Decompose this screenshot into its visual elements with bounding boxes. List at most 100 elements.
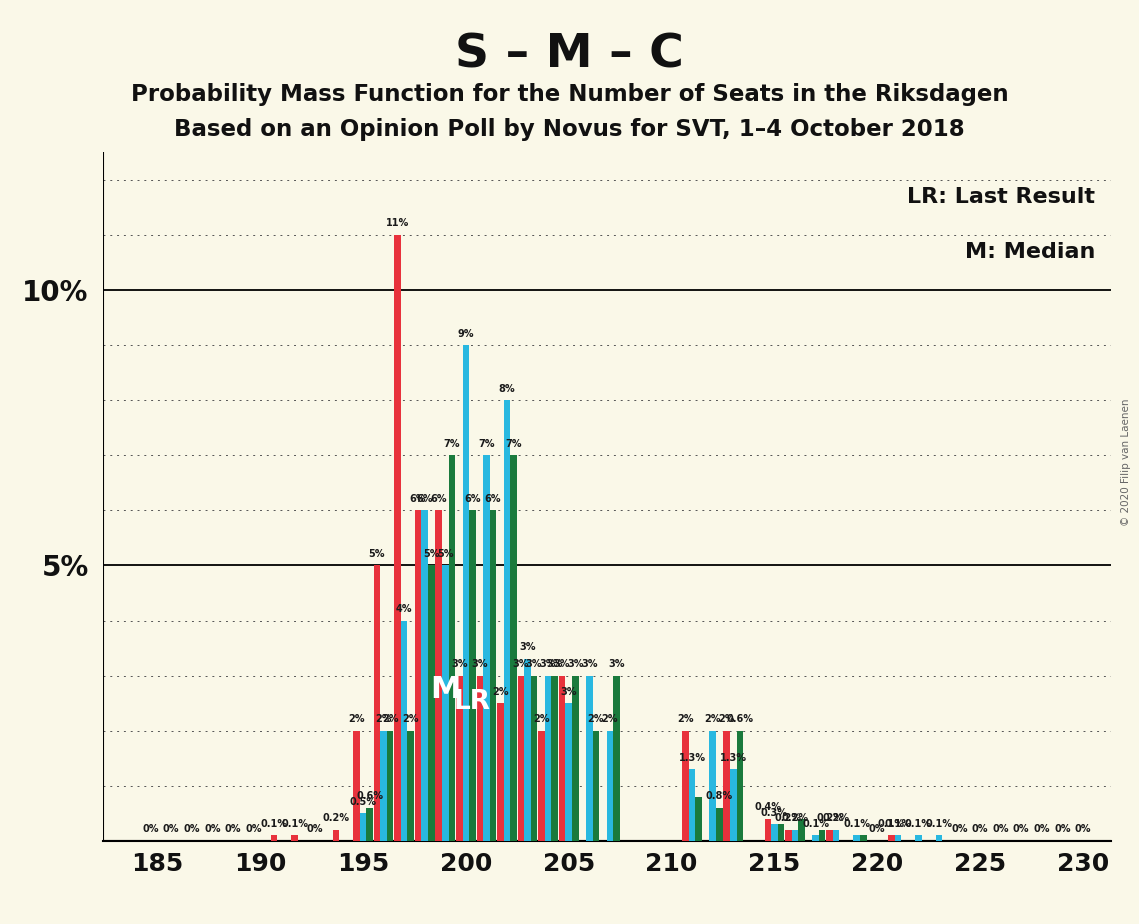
- Bar: [360, 813, 367, 841]
- Bar: [572, 675, 579, 841]
- Bar: [374, 565, 380, 841]
- Bar: [826, 830, 833, 841]
- Bar: [853, 835, 860, 841]
- Text: 3%: 3%: [519, 642, 535, 652]
- Text: 2%: 2%: [678, 714, 694, 724]
- Text: 0.1%: 0.1%: [884, 819, 911, 829]
- Text: 0%: 0%: [951, 824, 968, 834]
- Text: © 2020 Filip van Laenen: © 2020 Filip van Laenen: [1121, 398, 1131, 526]
- Bar: [812, 835, 819, 841]
- Bar: [524, 659, 531, 841]
- Text: 0.1%: 0.1%: [926, 819, 952, 829]
- Text: 0.2%: 0.2%: [322, 813, 350, 823]
- Text: 1.3%: 1.3%: [679, 753, 705, 762]
- Text: 2%: 2%: [719, 714, 735, 724]
- Bar: [503, 400, 510, 841]
- Bar: [778, 824, 785, 841]
- Text: 0.6%: 0.6%: [727, 714, 753, 724]
- Text: 3%: 3%: [547, 659, 563, 669]
- Bar: [771, 824, 778, 841]
- Bar: [333, 830, 339, 841]
- Text: 5%: 5%: [437, 549, 453, 559]
- Text: 2%: 2%: [704, 714, 721, 724]
- Text: 0.1%: 0.1%: [802, 819, 829, 829]
- Bar: [428, 565, 435, 841]
- Bar: [785, 830, 792, 841]
- Text: 3%: 3%: [608, 659, 624, 669]
- Text: 6%: 6%: [485, 493, 501, 504]
- Text: 2%: 2%: [402, 714, 419, 724]
- Bar: [551, 675, 558, 841]
- Text: 3%: 3%: [513, 659, 530, 669]
- Text: 6%: 6%: [417, 493, 433, 504]
- Bar: [476, 675, 483, 841]
- Text: 0%: 0%: [992, 824, 1009, 834]
- Text: 3%: 3%: [560, 687, 577, 697]
- Text: 2%: 2%: [492, 687, 509, 697]
- Bar: [682, 731, 689, 841]
- Text: 2%: 2%: [382, 714, 399, 724]
- Bar: [915, 835, 921, 841]
- Text: 0%: 0%: [1033, 824, 1050, 834]
- Bar: [888, 835, 894, 841]
- Text: 7%: 7%: [506, 439, 522, 449]
- Text: 7%: 7%: [443, 439, 460, 449]
- Bar: [387, 731, 393, 841]
- Bar: [435, 510, 442, 841]
- Bar: [367, 808, 372, 841]
- Bar: [730, 770, 737, 841]
- Bar: [271, 835, 278, 841]
- Text: 0.3%: 0.3%: [761, 808, 788, 818]
- Text: 2%: 2%: [349, 714, 364, 724]
- Text: 0.2%: 0.2%: [822, 813, 850, 823]
- Bar: [613, 675, 620, 841]
- Bar: [456, 675, 462, 841]
- Text: 0.2%: 0.2%: [775, 813, 802, 823]
- Text: 0%: 0%: [224, 824, 241, 834]
- Text: 0.6%: 0.6%: [357, 791, 383, 801]
- Bar: [606, 731, 613, 841]
- Text: 3%: 3%: [472, 659, 487, 669]
- Text: 5%: 5%: [369, 549, 385, 559]
- Bar: [490, 510, 497, 841]
- Text: 0%: 0%: [163, 824, 180, 834]
- Bar: [696, 796, 702, 841]
- Text: 6%: 6%: [464, 493, 481, 504]
- Text: 0%: 0%: [869, 824, 885, 834]
- Text: 3%: 3%: [567, 659, 583, 669]
- Bar: [710, 731, 716, 841]
- Text: 0.1%: 0.1%: [281, 819, 309, 829]
- Text: LR: LR: [453, 689, 491, 715]
- Text: 7%: 7%: [478, 439, 494, 449]
- Text: 2%: 2%: [601, 714, 618, 724]
- Bar: [819, 830, 826, 841]
- Text: 0%: 0%: [183, 824, 200, 834]
- Text: 3%: 3%: [554, 659, 571, 669]
- Text: M: M: [431, 675, 460, 704]
- Bar: [292, 835, 298, 841]
- Text: 0%: 0%: [204, 824, 221, 834]
- Bar: [894, 835, 901, 841]
- Bar: [531, 675, 538, 841]
- Text: M: Median: M: Median: [965, 242, 1096, 261]
- Text: 0%: 0%: [1054, 824, 1071, 834]
- Text: 4%: 4%: [396, 604, 412, 614]
- Bar: [833, 830, 839, 841]
- Bar: [737, 731, 743, 841]
- Text: 0%: 0%: [1013, 824, 1030, 834]
- Bar: [497, 703, 503, 841]
- Text: 0%: 0%: [972, 824, 989, 834]
- Bar: [539, 731, 544, 841]
- Bar: [544, 675, 551, 841]
- Text: 0.2%: 0.2%: [816, 813, 843, 823]
- Text: 6%: 6%: [410, 493, 426, 504]
- Text: 0.5%: 0.5%: [350, 796, 377, 807]
- Text: 0.1%: 0.1%: [843, 819, 870, 829]
- Text: 3%: 3%: [581, 659, 598, 669]
- Bar: [394, 235, 401, 841]
- Text: 3%: 3%: [526, 659, 542, 669]
- Text: 3%: 3%: [540, 659, 556, 669]
- Bar: [449, 456, 456, 841]
- Text: 1.3%: 1.3%: [720, 753, 747, 762]
- Text: 0%: 0%: [142, 824, 159, 834]
